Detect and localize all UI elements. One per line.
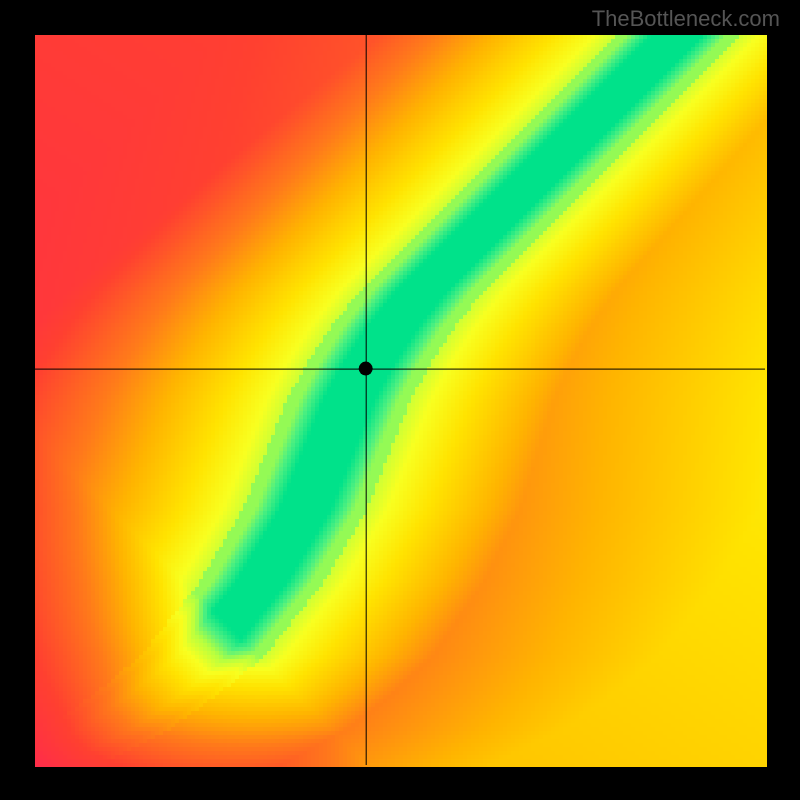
bottleneck-heatmap <box>0 0 800 800</box>
watermark-text: TheBottleneck.com <box>592 6 780 32</box>
chart-container: TheBottleneck.com <box>0 0 800 800</box>
